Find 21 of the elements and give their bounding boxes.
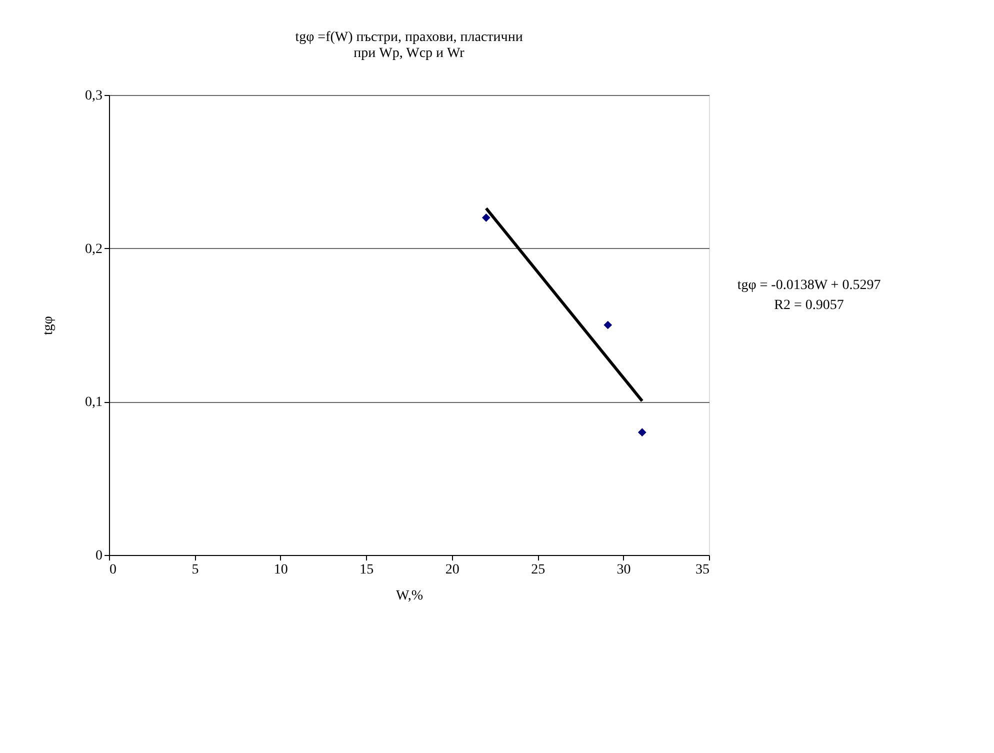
text: tgφ = -0.0138W + 0.5297 bbox=[737, 278, 881, 293]
x-tick-label: 0 bbox=[110, 562, 116, 578]
point bbox=[638, 428, 646, 437]
x-tick-label: 25 bbox=[531, 562, 546, 578]
point bbox=[482, 213, 490, 222]
text: при Wp, Wcp и Wr bbox=[354, 46, 464, 61]
x-tick-label: 5 bbox=[192, 562, 199, 578]
x-axis-title: W,% bbox=[396, 588, 424, 604]
x-tick-label: 15 bbox=[360, 562, 374, 578]
y-tick-label: 0,1 bbox=[85, 395, 102, 410]
text: tgφ =f(W) пъстри, прахови, пластични bbox=[295, 30, 523, 45]
x-tick-label: 10 bbox=[274, 562, 288, 578]
text: R2 = 0.9057 bbox=[774, 298, 844, 313]
x-tick-label: 30 bbox=[616, 562, 631, 578]
y-tick-label: 0 bbox=[96, 548, 102, 564]
x-tick-label: 20 bbox=[445, 562, 460, 578]
x-tick-label: 35 bbox=[696, 562, 710, 578]
y-tick-label: 0,2 bbox=[85, 242, 102, 257]
y-axis-title: tgφ bbox=[41, 316, 56, 335]
y-tick-label: 0,3 bbox=[85, 88, 102, 104]
point bbox=[604, 320, 612, 330]
